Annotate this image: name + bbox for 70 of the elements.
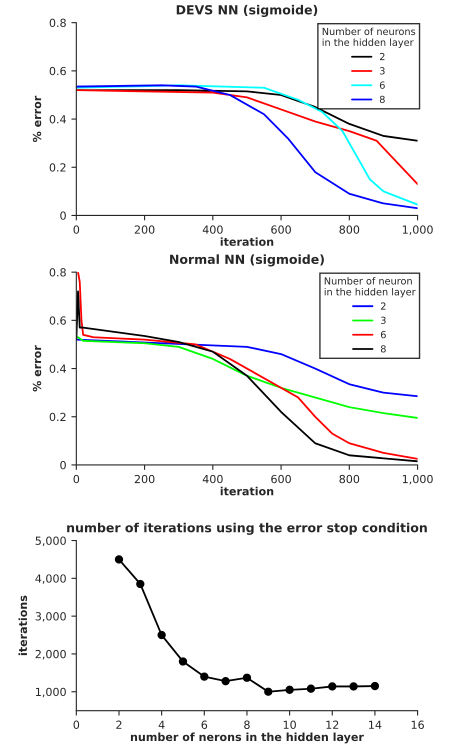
y-tick-label: 0	[60, 460, 66, 470]
y-tick-label: 0.8	[50, 18, 66, 28]
y-tick-label: 0.4	[50, 364, 66, 373]
y-tick-label: 0.6	[50, 316, 66, 325]
y-tick-label: 0.4	[50, 115, 66, 124]
x-axis-title: number of nerons in the hidden layer	[130, 732, 364, 744]
x-tick-label: 200	[134, 474, 154, 484]
x-axis-title: iteration	[220, 237, 274, 246]
point	[349, 682, 358, 691]
x-tick-label: 0	[74, 225, 80, 234]
point	[306, 684, 316, 693]
x-tick-label: 1,000	[402, 474, 433, 484]
x-axis-title: iteration	[220, 486, 274, 496]
point	[157, 630, 166, 640]
point	[328, 682, 336, 691]
point	[136, 580, 144, 588]
x-tick-label: 400	[202, 225, 223, 234]
x-tick-label: 600	[271, 474, 291, 484]
legend-title: Number of neuron in the hidden layer	[324, 277, 416, 298]
y-axis-title: iterations	[18, 596, 28, 656]
point	[200, 672, 208, 681]
chart-title: Normal NN (sigmoide)	[170, 254, 324, 267]
legend-label: 2	[380, 302, 386, 310]
point	[285, 686, 294, 694]
chart-title: number of iterations using the error stop condition	[67, 522, 427, 535]
y-tick-label: 4,000	[35, 574, 66, 584]
point	[221, 676, 230, 686]
x-tick-label: 8	[244, 720, 250, 729]
x-tick-label: 6	[202, 720, 208, 729]
y-tick-label: 1,000	[36, 688, 66, 698]
y-tick-label: 3,000	[36, 612, 66, 622]
x-tick-label: 4	[158, 720, 165, 729]
y-tick-label: 0	[60, 211, 66, 220]
x-tick-label: 800	[339, 225, 360, 234]
point	[264, 688, 272, 696]
y-axis-title: % error	[32, 96, 42, 142]
x-tick-label: 400	[202, 474, 223, 484]
legend-label: 6	[380, 81, 385, 89]
point	[114, 555, 124, 564]
chart-title: DEVS NN (sigmoide)	[176, 4, 318, 18]
y-tick-label: 0.2	[50, 412, 66, 422]
x-tick-label: 14	[369, 720, 382, 729]
legend-label: 8	[380, 345, 386, 353]
x-tick-label: 0	[74, 720, 80, 729]
point	[178, 657, 188, 666]
line-series	[76, 89, 418, 186]
x-tick-label: 2	[116, 720, 122, 729]
y-tick-label: 0.6	[50, 66, 66, 76]
legend-label: 6	[380, 330, 386, 338]
x-tick-label: 16	[412, 720, 424, 729]
legend-label: 8	[380, 96, 385, 104]
legend-label: 2	[380, 52, 384, 60]
x-tick-label: 600	[271, 225, 291, 234]
x-tick-label: 10	[284, 720, 296, 729]
legend-title: Number of neurons in the hidden layer	[322, 28, 416, 48]
y-tick-label: 0.8	[50, 268, 66, 277]
x-tick-label: 200	[134, 225, 154, 234]
x-tick-label: 1,000	[402, 225, 433, 235]
y-axis-title: % error	[32, 345, 42, 392]
point	[370, 682, 380, 690]
y-tick-label: 2,000	[36, 650, 66, 660]
legend-label: 3	[380, 67, 385, 75]
y-tick-label: 0.2	[50, 163, 66, 172]
x-tick-label: 0	[74, 474, 80, 484]
y-tick-label: 5,000	[36, 536, 66, 546]
x-tick-label: 12	[326, 720, 338, 729]
legend-label: 3	[380, 316, 386, 324]
point	[242, 674, 252, 682]
line-series	[76, 338, 418, 398]
x-tick-label: 800	[339, 474, 360, 484]
